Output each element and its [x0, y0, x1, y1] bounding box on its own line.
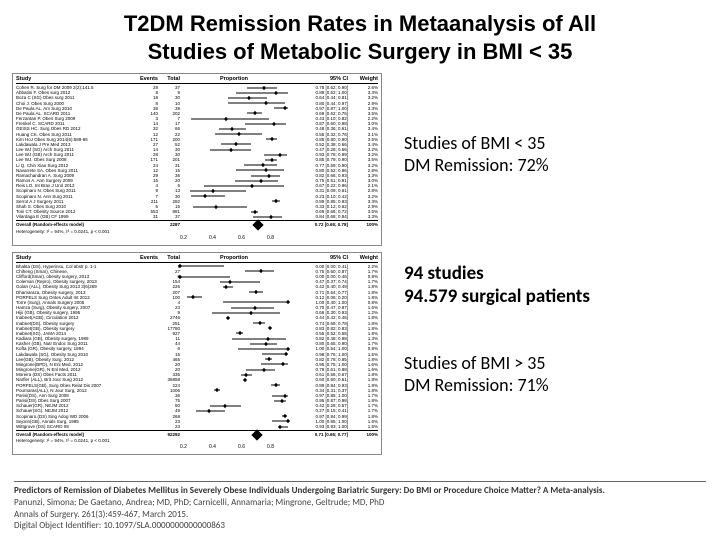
citation-authors: Panunzi, Simona; De Gaetano, Andrea; MD,…: [14, 497, 706, 509]
slide-title: T2DM Remission Rates in Metaanalysis of …: [0, 0, 720, 73]
forest-section-bmi-gt-35: StudyEventsTotalProportion95% CIWeightBh…: [12, 252, 382, 456]
title-line-1: T2DM Remission Rates in Metaanalysis of …: [40, 10, 680, 38]
citation: Predictors of Remission of Diabetes Mell…: [14, 481, 706, 532]
citation-doi: Digital Object Identifier: 10.1097/SLA.0…: [14, 520, 706, 532]
forest-row: Vilardaga E (GB) CF 199931370.84 [0.68; …: [16, 214, 378, 219]
summary-mid-line2: 94.579 surgical patients: [404, 286, 590, 309]
summary-mid-line1: 94 studies: [404, 263, 590, 286]
title-line-2: Studies of Metabolic Surgery in BMI < 35: [40, 38, 680, 66]
summary-top-line2: DM Remission: 72%: [404, 155, 549, 177]
citation-title: Predictors of Remission of Diabetes Mell…: [14, 485, 706, 497]
summary-bmi-gt-35: Studies of BMI > 35 DM Remission: 71%: [404, 353, 549, 396]
forest-plots: StudyEventsTotalProportion95% CIWeightCo…: [12, 73, 382, 461]
summary-bot-line2: DM Remission: 71%: [404, 375, 549, 397]
summary-top-line1: Studies of BMI < 35: [404, 133, 549, 155]
summary-totals: 94 studies 94.579 surgical patients: [404, 263, 590, 309]
content-area: StudyEventsTotalProportion95% CIWeightCo…: [0, 73, 720, 461]
summary-column: Studies of BMI < 35 DM Remission: 72% 94…: [382, 73, 708, 461]
citation-journal: Annals of Surgery. 261(3):459-467, March…: [14, 509, 706, 521]
summary-bmi-lt-35: Studies of BMI < 35 DM Remission: 72%: [404, 133, 549, 176]
forest-row: Wittgrove (DS) SCARD 09230.93 [0.93; 1.0…: [16, 424, 378, 429]
summary-bot-line1: Studies of BMI > 35: [404, 353, 549, 375]
forest-section-bmi-lt-35: StudyEventsTotalProportion95% CIWeightCo…: [12, 73, 382, 246]
